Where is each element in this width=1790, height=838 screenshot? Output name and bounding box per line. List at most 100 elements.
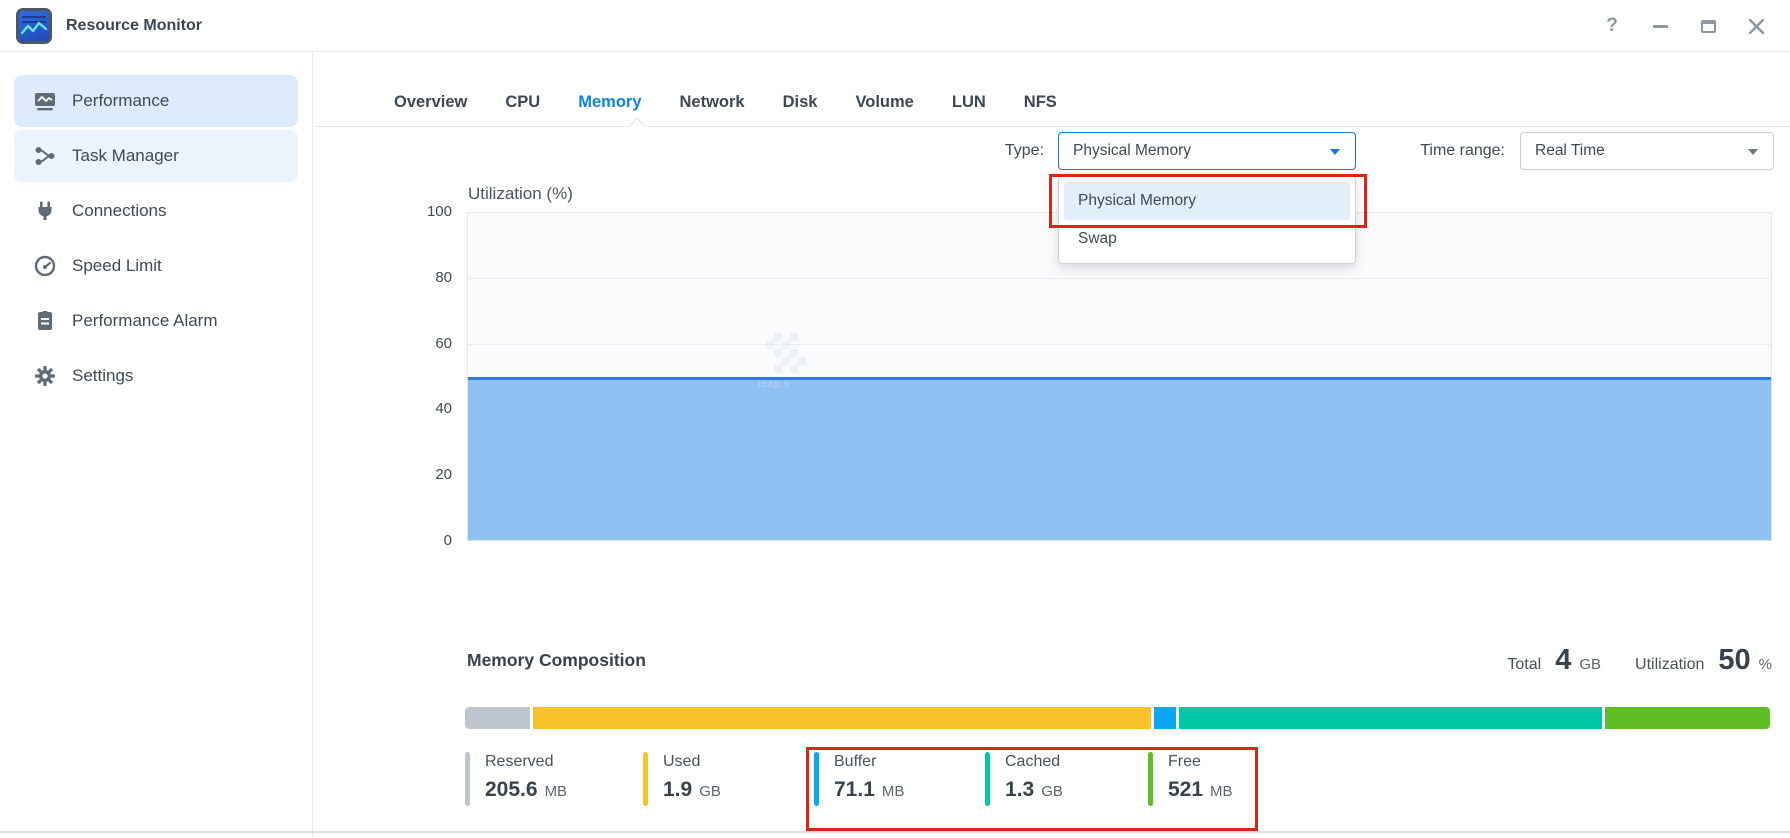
legend-value: 1.9 bbox=[663, 778, 693, 801]
chart-title: Utilization (%) bbox=[468, 184, 573, 203]
legend-color-tick bbox=[465, 752, 470, 806]
memory-composition-stacked-bar bbox=[465, 707, 1770, 729]
alarm-report-icon bbox=[38, 311, 52, 330]
watermark: icap.u bbox=[756, 333, 816, 397]
y-tick-0: 0 bbox=[443, 532, 452, 549]
window-title: Resource Monitor bbox=[66, 17, 203, 34]
sidebar-item-task-manager[interactable]: Task Manager bbox=[14, 130, 298, 182]
chevron-down-icon bbox=[1330, 149, 1340, 155]
total-unit: GB bbox=[1579, 656, 1602, 673]
legend-item-cached: Cached 1.3 GB bbox=[985, 752, 1063, 806]
y-tick-100: 100 bbox=[426, 203, 452, 220]
gridline-60 bbox=[468, 343, 1771, 345]
window-controls: ? bbox=[1602, 0, 1766, 52]
bar-segment-reserved bbox=[465, 707, 531, 729]
time-range-dropdown-value: Real Time bbox=[1535, 142, 1605, 159]
legend-value: 521 bbox=[1168, 778, 1204, 801]
maximize-icon bbox=[1700, 19, 1716, 33]
sidebar-item-label: Connections bbox=[72, 201, 167, 220]
legend-label: Buffer bbox=[834, 753, 877, 770]
gridline-80 bbox=[468, 278, 1771, 280]
sidebar-item-connections[interactable]: Connections bbox=[14, 185, 298, 237]
performance-chart-icon bbox=[35, 93, 55, 111]
utilization-value: 50 bbox=[1718, 644, 1751, 676]
task-manager-icon bbox=[35, 147, 55, 165]
tab-memory[interactable]: Memory bbox=[578, 93, 642, 111]
legend-item-used: Used 1.9 GB bbox=[643, 752, 721, 806]
tab-cpu[interactable]: CPU bbox=[505, 93, 541, 111]
y-tick-80: 80 bbox=[435, 269, 452, 286]
bar-segment-buffer bbox=[1153, 707, 1177, 729]
legend-value: 205.6 bbox=[485, 778, 538, 801]
sidebar-item-performance-alarm[interactable]: Performance Alarm bbox=[14, 295, 298, 347]
sidebar-item-performance[interactable]: Performance bbox=[14, 75, 298, 127]
speedometer-icon bbox=[34, 255, 56, 277]
time-range-dropdown[interactable]: Real Time bbox=[1520, 132, 1774, 170]
y-tick-20: 20 bbox=[435, 466, 452, 483]
legend-unit: MB bbox=[544, 783, 568, 800]
title-bar: Resource Monitor ? bbox=[0, 0, 1790, 52]
bar-segment-used bbox=[533, 707, 1151, 729]
help-icon: ? bbox=[1606, 15, 1618, 36]
chevron-down-icon bbox=[1748, 149, 1758, 155]
menu-option-physical-memory[interactable]: Physical Memory bbox=[1064, 182, 1350, 220]
time-range-label: Time range: bbox=[1420, 142, 1505, 159]
tab-overview[interactable]: Overview bbox=[394, 93, 468, 111]
minimize-button[interactable] bbox=[1650, 16, 1670, 36]
sidebar-item-settings[interactable]: Settings bbox=[14, 350, 298, 402]
resource-monitor-app-icon bbox=[16, 8, 52, 44]
memory-composition-stats: Total 4 GB Utilization 50 % bbox=[1507, 644, 1772, 677]
tab-disk[interactable]: Disk bbox=[782, 93, 818, 111]
y-tick-40: 40 bbox=[435, 400, 452, 417]
sidebar-item-label: Speed Limit bbox=[72, 256, 162, 275]
tab-lun[interactable]: LUN bbox=[951, 93, 986, 111]
legend-unit: GB bbox=[699, 783, 721, 800]
tab-divider bbox=[314, 126, 1790, 127]
sidebar-item-label: Task Manager bbox=[72, 146, 179, 165]
legend-item-reserved: Reserved 205.6 MB bbox=[465, 752, 567, 806]
tab-nfs[interactable]: NFS bbox=[1023, 93, 1057, 111]
type-dropdown[interactable]: Physical Memory bbox=[1058, 132, 1356, 170]
minimize-icon bbox=[1652, 24, 1668, 28]
plug-icon bbox=[38, 201, 52, 220]
type-label: Type: bbox=[1004, 142, 1044, 159]
legend-color-tick bbox=[1148, 752, 1153, 806]
legend-color-tick bbox=[985, 752, 990, 806]
type-dropdown-value: Physical Memory bbox=[1073, 142, 1191, 159]
legend-value: 1.3 bbox=[1005, 778, 1035, 801]
legend-item-buffer: Buffer 71.1 MB bbox=[814, 752, 904, 806]
y-tick-60: 60 bbox=[435, 335, 452, 352]
total-label: Total bbox=[1507, 656, 1542, 673]
sidebar-item-label: Performance bbox=[72, 91, 170, 110]
utilization-area-chart: icap.u bbox=[467, 212, 1772, 541]
legend-label: Used bbox=[663, 753, 701, 770]
bottom-divider bbox=[0, 831, 1790, 833]
menu-option-swap[interactable]: Swap bbox=[1078, 230, 1117, 247]
legend-color-tick bbox=[814, 752, 819, 806]
utilization-label: Utilization bbox=[1635, 656, 1705, 673]
help-button[interactable]: ? bbox=[1602, 15, 1622, 36]
close-button[interactable] bbox=[1746, 16, 1766, 36]
sidebar: Performance Task Manager Connections bbox=[0, 53, 313, 838]
legend-item-free: Free 521 MB bbox=[1148, 752, 1233, 806]
tab-volume[interactable]: Volume bbox=[855, 93, 914, 111]
legend-label: Cached bbox=[1005, 753, 1061, 770]
legend-label: Reserved bbox=[485, 753, 554, 770]
legend-unit: GB bbox=[1041, 783, 1063, 800]
gear-icon bbox=[35, 366, 55, 386]
legend-value: 71.1 bbox=[834, 778, 875, 801]
legend-color-tick bbox=[643, 752, 648, 806]
memory-composition-title: Memory Composition bbox=[467, 650, 646, 670]
sidebar-item-speed-limit[interactable]: Speed Limit bbox=[14, 240, 298, 292]
total-value: 4 bbox=[1555, 644, 1572, 676]
legend-unit: MB bbox=[881, 783, 905, 800]
legend-unit: MB bbox=[1210, 783, 1233, 800]
active-tab-caret bbox=[628, 117, 646, 135]
bar-segment-free bbox=[1604, 707, 1770, 729]
maximize-button[interactable] bbox=[1698, 16, 1718, 36]
memory-utilization-area bbox=[468, 376, 1771, 540]
tab-network[interactable]: Network bbox=[679, 93, 745, 111]
sidebar-item-label: Settings bbox=[72, 366, 134, 385]
utilization-unit: % bbox=[1758, 656, 1772, 673]
